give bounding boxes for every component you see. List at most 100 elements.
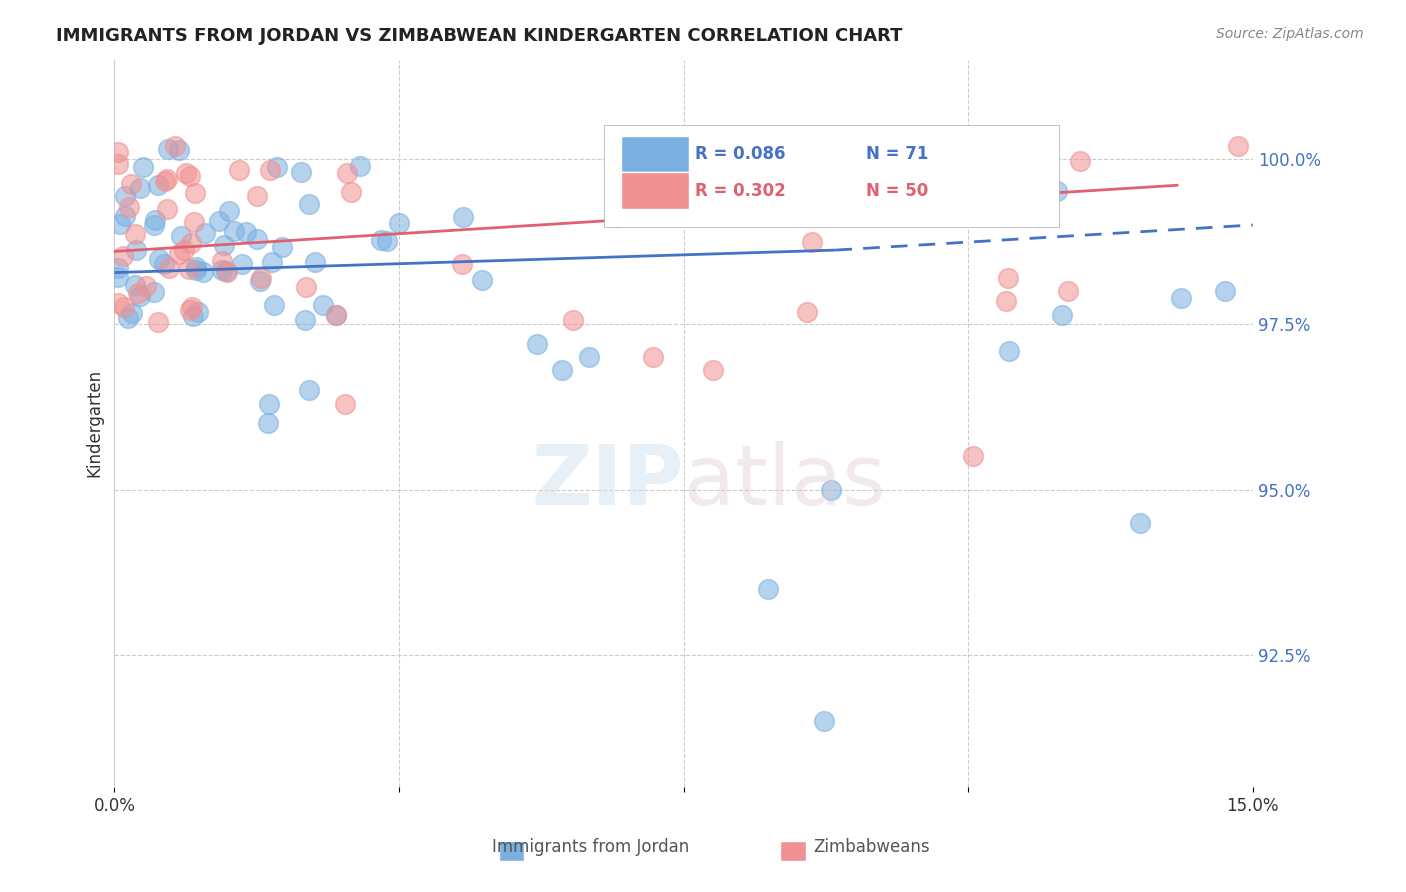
- zimbabwe: [157, 260, 180, 275]
- zimbabwe: [174, 166, 197, 180]
- FancyBboxPatch shape: [605, 125, 1059, 227]
- zimbabwe: [127, 285, 149, 300]
- jordan: [132, 160, 155, 174]
- jordan: [186, 260, 208, 275]
- jordan: [170, 228, 193, 243]
- jordan: [211, 263, 233, 277]
- zimbabwe: [146, 314, 169, 328]
- jordan: [257, 396, 280, 410]
- jordan: [349, 159, 371, 173]
- Text: R = 0.302: R = 0.302: [695, 182, 786, 200]
- jordan: [235, 226, 257, 240]
- zimbabwe: [111, 249, 134, 263]
- zimbabwe: [114, 301, 136, 315]
- Text: 15.0%: 15.0%: [1226, 797, 1279, 815]
- jordan: [187, 305, 209, 319]
- zimbabwe: [325, 309, 347, 323]
- jordan: [124, 243, 146, 257]
- zimbabwe: [450, 257, 472, 271]
- jordan: [218, 203, 240, 218]
- zimbabwe: [156, 172, 179, 186]
- jordan: [128, 289, 150, 303]
- Bar: [499, 841, 524, 861]
- zimbabwe: [997, 271, 1019, 285]
- jordan: [298, 197, 321, 211]
- jordan: [114, 209, 136, 223]
- zimbabwe: [184, 186, 207, 200]
- jordan: [249, 274, 271, 288]
- zimbabwe: [294, 280, 316, 294]
- jordan: [260, 255, 283, 269]
- jordan: [820, 483, 842, 497]
- zimbabwe: [643, 351, 665, 365]
- zimbabwe: [183, 215, 205, 229]
- zimbabwe: [814, 172, 837, 186]
- jordan: [813, 714, 835, 728]
- Bar: [780, 841, 806, 861]
- jordan: [1170, 291, 1192, 305]
- jordan: [526, 337, 548, 351]
- jordan: [998, 343, 1021, 358]
- Y-axis label: Kindergarten: Kindergarten: [86, 369, 103, 477]
- jordan: [181, 310, 204, 324]
- jordan: [117, 310, 139, 325]
- zimbabwe: [167, 247, 190, 261]
- zimbabwe: [179, 169, 201, 183]
- zimbabwe: [339, 185, 361, 199]
- zimbabwe: [180, 300, 202, 314]
- jordan: [194, 226, 217, 240]
- zimbabwe: [333, 396, 356, 410]
- jordan: [128, 181, 150, 195]
- jordan: [294, 312, 316, 326]
- jordan: [678, 202, 700, 216]
- jordan: [212, 238, 235, 252]
- jordan: [375, 234, 398, 248]
- jordan: [208, 214, 231, 228]
- jordan: [257, 417, 280, 431]
- jordan: [148, 178, 170, 192]
- Text: 0.0%: 0.0%: [93, 797, 135, 815]
- zimbabwe: [215, 265, 238, 279]
- zimbabwe: [177, 261, 200, 276]
- zimbabwe: [107, 157, 129, 171]
- jordan: [266, 161, 288, 175]
- jordan: [108, 217, 131, 231]
- zimbabwe: [120, 177, 142, 191]
- zimbabwe: [107, 145, 129, 159]
- zimbabwe: [994, 293, 1017, 308]
- Text: N = 50: N = 50: [866, 182, 928, 200]
- jordan: [311, 298, 333, 312]
- zimbabwe: [180, 235, 202, 250]
- jordan: [325, 308, 347, 322]
- jordan: [1046, 184, 1069, 198]
- jordan: [167, 143, 190, 157]
- jordan: [143, 285, 166, 300]
- zimbabwe: [165, 138, 187, 153]
- Text: Source: ZipAtlas.com: Source: ZipAtlas.com: [1216, 27, 1364, 41]
- jordan: [578, 351, 600, 365]
- Text: N = 71: N = 71: [866, 145, 928, 163]
- zimbabwe: [562, 312, 585, 326]
- Text: atlas: atlas: [683, 442, 886, 522]
- jordan: [156, 142, 179, 156]
- zimbabwe: [259, 162, 281, 177]
- zimbabwe: [1057, 284, 1080, 298]
- jordan: [388, 216, 411, 230]
- zimbabwe: [962, 450, 984, 464]
- jordan: [121, 306, 143, 320]
- jordan: [263, 298, 285, 312]
- jordan: [290, 164, 312, 178]
- jordan: [1129, 516, 1152, 530]
- jordan: [124, 278, 146, 293]
- jordan: [114, 189, 136, 203]
- jordan: [142, 218, 165, 232]
- jordan: [297, 384, 319, 398]
- zimbabwe: [135, 279, 157, 293]
- jordan: [222, 224, 245, 238]
- zimbabwe: [173, 243, 195, 257]
- zimbabwe: [800, 235, 823, 250]
- zimbabwe: [250, 271, 273, 285]
- zimbabwe: [211, 254, 233, 268]
- Text: Zimbabweans: Zimbabweans: [814, 838, 929, 856]
- zimbabwe: [124, 227, 146, 241]
